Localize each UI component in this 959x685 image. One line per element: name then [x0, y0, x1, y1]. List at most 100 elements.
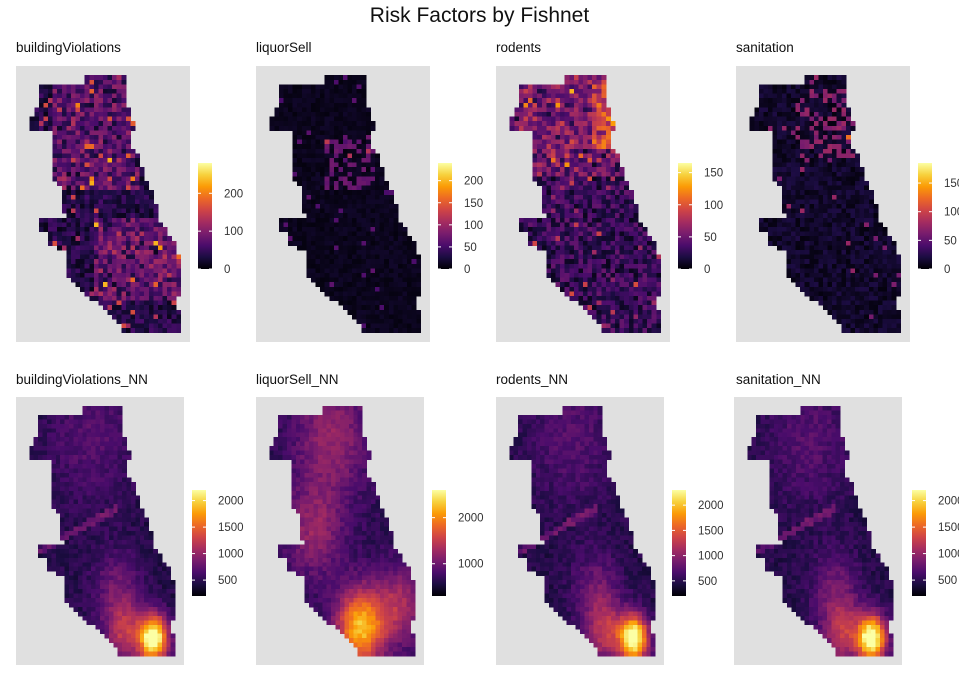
fishnet-cell: [605, 204, 611, 209]
fishnet-cell: [379, 323, 385, 329]
fishnet-cell: [52, 93, 58, 99]
fishnet-cell: [873, 227, 879, 232]
fishnet-cell: [125, 144, 131, 150]
fishnet-cell: [813, 291, 819, 297]
fishnet-cell: [587, 153, 593, 159]
fishnet-cell: [624, 254, 630, 260]
fishnet-cell: [301, 125, 307, 131]
fishnet-cell: [823, 176, 828, 182]
fishnet-cell: [157, 259, 163, 265]
fishnet-cell: [64, 481, 70, 487]
fishnet-cell: [592, 148, 598, 154]
fishnet-cell: [365, 305, 371, 311]
fishnet-cell: [777, 125, 783, 131]
fishnet-cell: [647, 250, 653, 255]
fishnet-cell: [91, 455, 96, 460]
fishnet-cell: [301, 139, 307, 145]
fishnet-cell: [845, 144, 851, 150]
fishnet-cell: [777, 236, 783, 242]
fishnet-cell: [596, 79, 602, 85]
fishnet-cell: [103, 93, 108, 99]
fishnet-cell: [75, 176, 81, 182]
fishnet-cell: [845, 282, 851, 288]
fishnet-cell: [804, 153, 810, 159]
fishnet-cell: [818, 263, 824, 269]
fishnet-cell: [361, 217, 367, 223]
fishnet-cell: [176, 314, 182, 320]
fishnet-cell: [315, 245, 321, 251]
fishnet-cell: [384, 236, 390, 242]
fishnet-cell: [855, 185, 861, 191]
fishnet-cell: [587, 236, 593, 242]
fishnet-cell: [827, 185, 833, 191]
fishnet-cell: [573, 236, 579, 242]
fishnet-cell: [130, 277, 136, 283]
fishnet-cell: [29, 450, 35, 456]
fishnet-cell: [845, 222, 851, 228]
fishnet-cell: [537, 181, 543, 186]
fishnet-cell: [352, 93, 358, 99]
fishnet-cell: [605, 194, 611, 200]
fishnet-cell: [777, 116, 783, 122]
fishnet-cell: [347, 162, 353, 168]
fishnet-cell: [60, 472, 66, 478]
fishnet-cell: [384, 296, 390, 301]
fishnet-cell: [546, 135, 552, 140]
fishnet-cell: [347, 286, 353, 292]
fishnet-cell: [278, 222, 284, 228]
fishnet-cell: [637, 319, 643, 324]
fishnet-cell: [523, 227, 529, 232]
fishnet-cell: [818, 222, 824, 228]
fishnet-cell: [642, 273, 648, 278]
fishnet-cell: [619, 231, 625, 237]
fishnet-cell: [642, 323, 648, 329]
fishnet-cell: [310, 107, 316, 113]
fishnet-cell: [795, 190, 801, 196]
fishnet-cell: [823, 181, 828, 186]
fishnet-cell: [301, 89, 307, 94]
fishnet-cell: [329, 79, 335, 85]
fishnet-cell: [587, 227, 593, 232]
fishnet-cell: [375, 300, 381, 306]
fishnet-cell: [827, 102, 833, 108]
fishnet-cell: [628, 254, 634, 260]
fishnet-cell: [89, 190, 95, 196]
fishnet-cell: [605, 153, 611, 159]
fishnet-cell: [91, 490, 96, 496]
fishnet-cell: [633, 300, 639, 306]
fishnet-cell: [69, 472, 74, 478]
fishnet-cell: [583, 89, 588, 94]
fishnet-cell: [601, 305, 607, 311]
fishnet-cell: [587, 263, 593, 269]
fishnet-cell: [91, 481, 96, 487]
fishnet-cell: [416, 323, 422, 329]
fishnet-cell: [338, 204, 344, 209]
fishnet-cell: [61, 236, 67, 242]
fishnet-cell: [777, 158, 783, 163]
fishnet-cell: [91, 486, 96, 492]
fishnet-cell: [873, 277, 879, 283]
fishnet-cell: [69, 468, 74, 474]
fishnet-cell: [416, 309, 422, 315]
fishnet-cell: [528, 93, 534, 99]
fishnet-cell: [288, 107, 294, 113]
fishnet-cell: [77, 455, 83, 460]
fishnet-cell: [569, 135, 575, 140]
fishnet-cell: [887, 309, 893, 315]
fishnet-cell: [583, 236, 588, 242]
fishnet-cell: [823, 89, 828, 94]
fishnet-cell: [139, 323, 145, 329]
fishnet-cell: [320, 259, 326, 265]
fishnet-cell: [100, 410, 105, 416]
fishnet-cell: [564, 254, 570, 260]
fishnet-cell: [832, 107, 838, 113]
fishnet-cell: [850, 328, 856, 334]
fishnet-cell: [855, 277, 861, 283]
fishnet-cell: [573, 250, 579, 255]
panel-title: liquorSell: [256, 40, 312, 55]
fishnet-cell: [148, 194, 154, 200]
fishnet-cell: [841, 158, 847, 163]
fishnet-cell: [541, 245, 547, 251]
fishnet-cell: [66, 130, 72, 136]
fishnet-cell: [772, 84, 778, 90]
